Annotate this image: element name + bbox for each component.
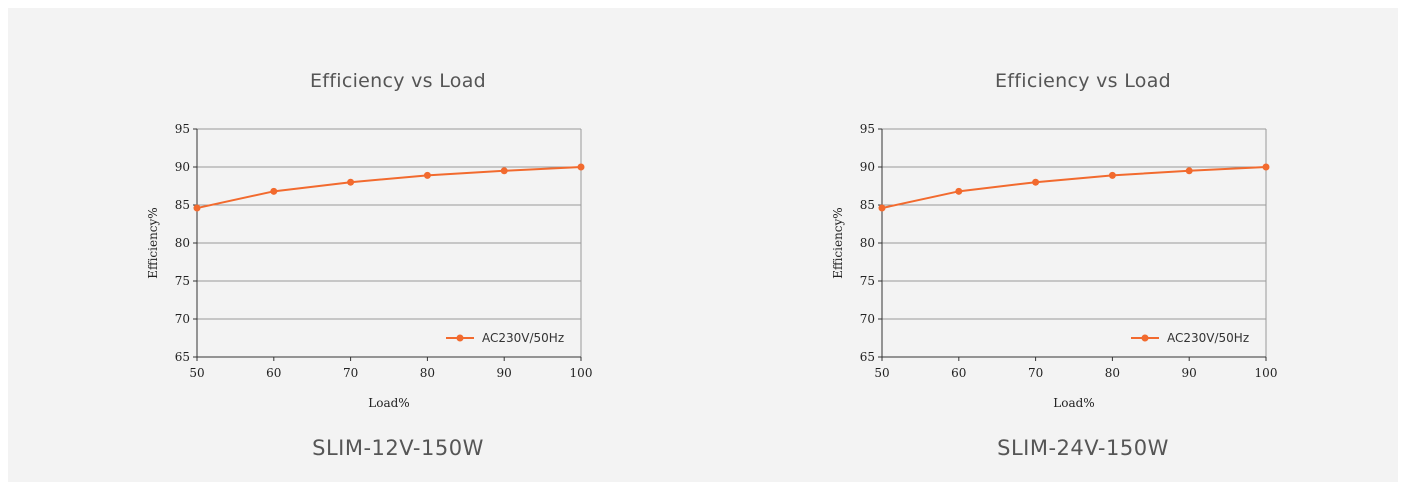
chart-slim-24v: Efficiency vs Load 65 70 75 80 85 90 95 50 60 70 8… [823,8,1343,482]
x-tick-label: 50 [189,366,204,380]
y-tick-label: 80 [860,236,875,250]
y-tick-label: 65 [860,350,875,364]
x-tick-label: 50 [874,366,889,380]
legend-marker [456,334,464,342]
efficiency-chart-svg: 65 70 75 80 85 90 95 50 60 70 80 90 100 Load% Efficien… [146,122,593,410]
y-tick-label: 70 [860,312,875,326]
legend-marker [1141,334,1149,342]
y-tick-label: 75 [860,274,875,288]
x-axis-label: Load% [1053,396,1094,410]
y-tick-label: 65 [175,350,190,364]
y-axis-label: Efficiency% [831,207,845,278]
x-tick-label: 60 [951,366,966,380]
y-tick-label: 90 [860,160,875,174]
y-tick-label: 85 [175,198,190,212]
y-tick-label: 95 [860,122,875,136]
y-tick-label: 70 [175,312,190,326]
legend-label: AC230V/50Hz [1167,331,1249,345]
x-tick-label: 70 [1028,366,1043,380]
data-point [955,187,963,195]
x-tick-label: 100 [570,366,593,380]
chart-slim-12v: Efficiency vs Load 65 70 75 80 85 90 95 50 60 70 8… [138,8,658,482]
data-point [423,171,431,179]
data-point [1185,167,1193,175]
data-point [193,204,201,212]
x-tick-label: 100 [1255,366,1278,380]
data-point [878,204,886,212]
data-point [270,187,278,195]
y-tick-label: 90 [175,160,190,174]
chart-title: Efficiency vs Load [994,70,1171,92]
chart-title: Efficiency vs Load [309,70,486,92]
x-tick-label: 90 [497,366,512,380]
legend-label: AC230V/50Hz [482,331,564,345]
y-tick-label: 80 [175,236,190,250]
x-tick-label: 80 [1105,366,1120,380]
x-tick-label: 80 [420,366,435,380]
data-point [347,178,355,186]
x-tick-label: 70 [343,366,358,380]
data-point [1032,178,1040,186]
data-point [1262,163,1270,171]
series-line [196,166,582,210]
y-tick-label: 95 [175,122,190,136]
y-tick-label: 75 [175,274,190,288]
chart-caption: SLIM-12V-150W [312,436,484,460]
x-tick-label: 60 [266,366,281,380]
charts-panel: Efficiency vs Load 65 70 75 80 85 90 95 50 60 70 8… [8,8,1398,482]
series-line [881,166,1267,210]
data-point [500,167,508,175]
data-point [577,163,585,171]
efficiency-chart-svg: 65 70 75 80 85 90 95 50 60 70 80 90 100 Load% Efficien… [831,122,1278,410]
data-point [1108,171,1116,179]
chart-caption: SLIM-24V-150W [997,436,1169,460]
x-tick-label: 90 [1182,366,1197,380]
y-tick-label: 85 [860,198,875,212]
y-axis-label: Efficiency% [146,207,160,278]
x-axis-label: Load% [368,396,409,410]
